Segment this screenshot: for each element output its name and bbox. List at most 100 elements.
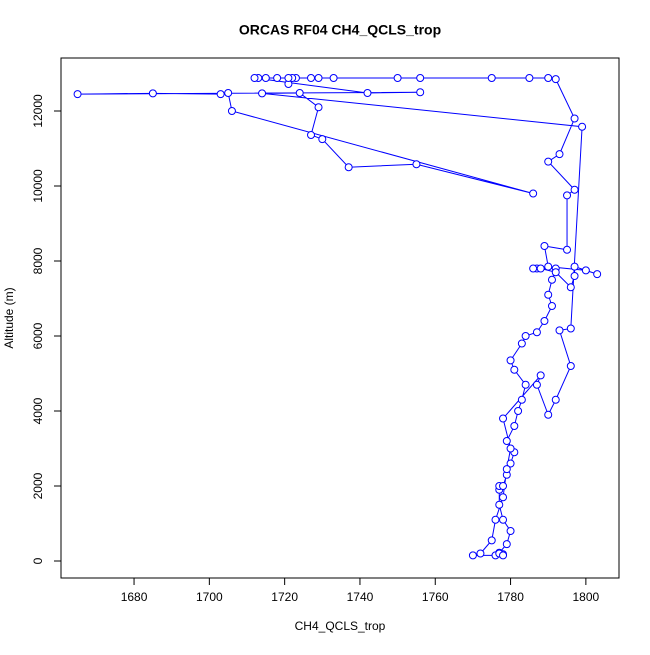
y-tick-label: 0 — [31, 557, 45, 564]
x-tick-label: 1780 — [497, 590, 524, 604]
data-point — [148, 89, 157, 98]
y-tick-label: 10000 — [31, 169, 45, 203]
x-tick-label: 1680 — [121, 590, 148, 604]
data-point — [536, 264, 545, 273]
data-point — [547, 301, 556, 310]
x-tick-label: 1740 — [347, 590, 374, 604]
data-point — [514, 407, 523, 416]
y-tick-label: 8000 — [31, 247, 45, 274]
data-point — [551, 395, 560, 404]
data-point — [73, 90, 82, 99]
data-point — [495, 500, 504, 509]
data-point — [468, 551, 477, 560]
data-point — [506, 356, 515, 365]
data-point — [499, 414, 508, 423]
data-point — [566, 362, 575, 371]
data-point — [314, 73, 323, 82]
data-point — [307, 73, 316, 82]
data-point — [318, 135, 327, 144]
data-point — [570, 114, 579, 123]
data-point — [540, 317, 549, 326]
data-point — [593, 270, 602, 279]
data-point — [499, 482, 508, 491]
data-point — [250, 73, 259, 82]
data-point — [491, 515, 500, 524]
data-point — [578, 122, 587, 131]
data-point — [570, 185, 579, 194]
data-point — [563, 191, 572, 200]
data-point — [499, 551, 508, 560]
data-point — [532, 328, 541, 337]
data-point — [517, 339, 526, 348]
data-point — [273, 73, 282, 82]
data-point — [540, 241, 549, 250]
data-point — [416, 88, 425, 97]
data-point — [566, 324, 575, 333]
data-point — [499, 493, 508, 502]
data-point — [224, 88, 233, 97]
data-point — [532, 380, 541, 389]
data-point — [525, 73, 534, 82]
x-tick-label: 1720 — [271, 590, 298, 604]
data-point — [510, 365, 519, 374]
y-tick-label: 2000 — [31, 472, 45, 499]
data-point — [555, 150, 564, 159]
x-tick-label: 1700 — [196, 590, 223, 604]
x-tick-label: 1800 — [573, 590, 600, 604]
data-point — [529, 264, 538, 273]
data-point — [566, 283, 575, 292]
data-point — [536, 371, 545, 380]
data-point — [258, 89, 267, 98]
data-point — [563, 245, 572, 254]
data-point — [544, 157, 553, 166]
data-point — [506, 444, 515, 453]
data-point — [476, 549, 485, 558]
data-point — [510, 422, 519, 431]
chart-title: ORCAS RF04 CH4_QCLS_trop — [239, 22, 441, 38]
data-point — [284, 73, 293, 82]
data-point — [506, 527, 515, 536]
y-tick-label: 12000 — [31, 94, 45, 128]
data-point — [570, 271, 579, 280]
x-tick-label: 1760 — [422, 590, 449, 604]
data-point — [412, 160, 421, 169]
x-axis-label: CH4_QCLS_trop — [295, 619, 386, 633]
data-point — [544, 290, 553, 299]
data-point — [521, 380, 530, 389]
data-point — [502, 465, 511, 474]
data-point — [363, 88, 372, 97]
data-point — [344, 163, 353, 172]
data-line — [77, 77, 598, 556]
data-point — [506, 459, 515, 468]
data-point — [227, 106, 236, 115]
data-point — [502, 437, 511, 446]
data-point — [570, 262, 579, 271]
data-point — [544, 262, 553, 271]
plot-frame — [60, 57, 620, 579]
data-point — [499, 515, 508, 524]
data-point — [551, 268, 560, 277]
data-point — [216, 90, 225, 99]
data-point — [502, 540, 511, 549]
data-point — [517, 395, 526, 404]
data-point — [551, 75, 560, 84]
data-point — [314, 103, 323, 112]
data-point — [307, 130, 316, 139]
data-point — [261, 73, 270, 82]
data-point — [487, 536, 496, 545]
data-point — [544, 73, 553, 82]
y-tick-label: 4000 — [31, 397, 45, 424]
data-point — [416, 73, 425, 82]
data-point — [529, 189, 538, 198]
y-axis-label: Altitude (m) — [2, 287, 16, 348]
data-point — [329, 73, 338, 82]
data-point — [547, 275, 556, 284]
data-point — [295, 88, 304, 97]
data-point — [487, 73, 496, 82]
y-tick-label: 6000 — [31, 322, 45, 349]
data-point — [581, 266, 590, 275]
data-point — [521, 332, 530, 341]
data-point — [555, 326, 564, 335]
data-point — [393, 73, 402, 82]
